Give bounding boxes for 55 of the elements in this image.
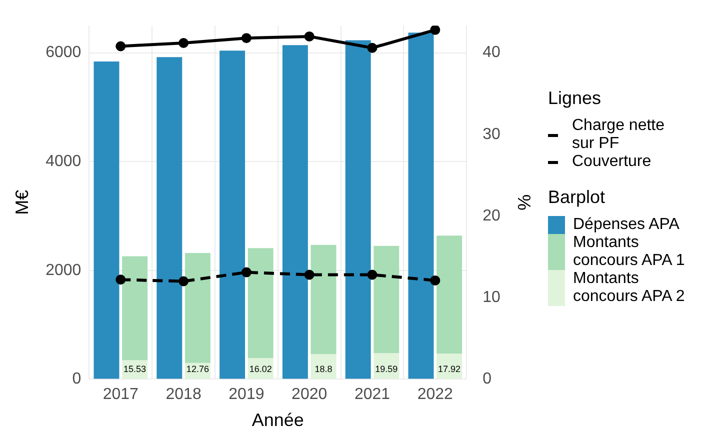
text: Barplot [548,187,606,208]
point [241,267,252,278]
y-tick-label: 6000 [46,44,82,62]
bar [94,62,120,379]
legend-label: Montants concours APA 2 [573,270,686,306]
bar [184,252,210,363]
annotation: 17.92 [438,364,461,374]
bar [408,32,434,379]
legend-label: Couverture [572,153,652,171]
bar [248,248,274,358]
point [116,274,126,285]
x-axis-title: Année [252,410,304,430]
x-tick-label: 2019 [228,386,264,404]
point [304,31,314,42]
y2-axis-title: % [514,194,534,210]
point [304,270,314,280]
y2-tick-label: 20 [482,207,500,224]
legend-title: Lignes [548,88,602,109]
x-tick-label: 2022 [417,386,454,404]
bar [310,244,336,354]
point [178,38,189,48]
annotation: 19.59 [375,364,398,374]
annotation: 12.76 [186,364,209,374]
legend-label: Montants concours APA 1 [573,234,686,270]
x-tick-label: 2021 [354,386,390,404]
annotation: 18.8 [314,364,332,374]
legend-label: Dépenses APA [573,216,680,234]
annotation: 15.53 [124,364,146,374]
bar [282,45,308,379]
point [367,42,378,53]
y-axis-title: M€ [12,190,32,215]
y2-tick-label: 10 [482,289,500,306]
point [367,270,378,280]
legend-label: Charge nette sur PF [572,117,666,153]
x-tick-label: 2020 [292,386,328,404]
annotation: 16.02 [249,364,272,374]
bar [436,236,462,354]
bar [156,57,182,379]
bar [122,256,148,360]
y2-tick-label: 40 [482,44,500,62]
point [116,41,126,52]
point [430,26,440,35]
point [178,276,189,286]
bar [345,40,371,379]
bar [374,246,400,354]
x-tick-label: 2018 [166,386,202,404]
x-tick-label: 2017 [102,386,139,404]
point [241,33,252,44]
bar [220,50,246,379]
y-tick-label: 0 [72,370,82,388]
y2-tick-label: 0 [482,370,492,388]
point [430,275,440,286]
y-tick-label: 2000 [46,262,82,279]
y2-tick-label: 30 [482,126,500,143]
y-tick-label: 4000 [46,153,82,170]
